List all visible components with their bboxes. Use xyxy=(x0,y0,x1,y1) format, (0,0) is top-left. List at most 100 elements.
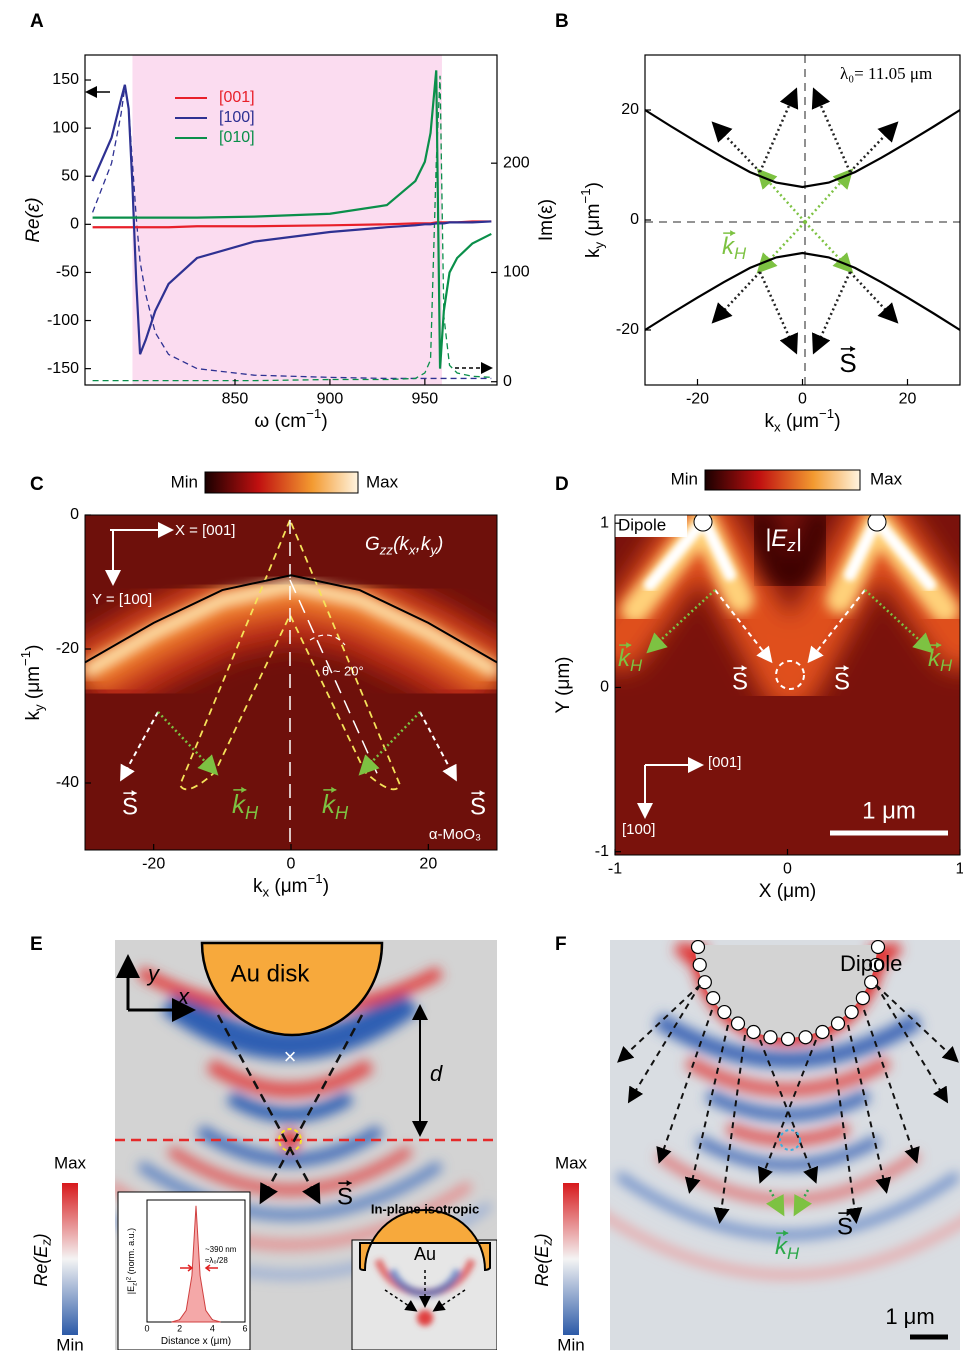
label-part: H xyxy=(787,1245,800,1264)
dipole xyxy=(746,1024,761,1040)
dipole-label: Dipole xyxy=(618,515,666,534)
dipole xyxy=(830,1016,846,1031)
label-part: |E xyxy=(765,525,788,552)
label-part: Re(ε) xyxy=(23,197,44,242)
colorbar-min: Min xyxy=(56,1335,83,1354)
y2-tick-label: 100 xyxy=(503,264,530,281)
label-part: H xyxy=(245,803,259,823)
curve xyxy=(85,574,497,664)
colorbar-min: Min xyxy=(557,1335,584,1354)
label-part: y xyxy=(591,242,606,249)
scale-label: 1 μm xyxy=(862,797,916,824)
field-band xyxy=(137,1161,443,1220)
label-part: x xyxy=(408,542,417,557)
label-part: H xyxy=(630,657,643,676)
vector-arrow xyxy=(131,790,137,797)
series-line xyxy=(645,251,960,331)
label-part: −1 xyxy=(306,406,321,421)
dipole xyxy=(717,1004,732,1020)
dipole xyxy=(815,1024,830,1040)
colorbar xyxy=(62,1183,78,1335)
vector-arrow xyxy=(843,665,849,672)
y-axis-label: |Ez|2 (norm. a.u.) xyxy=(125,1228,138,1294)
label-part: k xyxy=(23,711,44,721)
x-tick-label: 20 xyxy=(419,856,437,873)
vector-arrow xyxy=(626,642,632,649)
frame xyxy=(644,54,961,386)
vector-arrow xyxy=(783,1230,789,1237)
vector-arrow xyxy=(850,345,856,352)
panel-e-map: × Au disk y x d In-plane isotropic Au xyxy=(115,940,497,1350)
colorbar xyxy=(204,471,359,494)
x-tick-label: 2 xyxy=(177,1323,182,1333)
field-band xyxy=(206,1059,374,1097)
x-axis-label: kx (μm−1) xyxy=(764,406,840,434)
panel-b-guides xyxy=(645,55,960,385)
label-part: k xyxy=(583,248,604,258)
label-part: G xyxy=(365,534,380,555)
label-part: z xyxy=(541,1239,555,1247)
series-line xyxy=(91,84,492,355)
panel-letter: A xyxy=(30,11,44,32)
x-tick-label: 900 xyxy=(317,391,344,408)
s-label: S xyxy=(470,793,486,820)
label-part: (μm xyxy=(583,203,604,241)
panel-a-arrows xyxy=(85,86,493,374)
x-tick-label: 950 xyxy=(412,391,439,408)
colorbar-max: Max xyxy=(555,1153,588,1172)
label-part: (μm xyxy=(781,411,819,432)
ray xyxy=(757,1039,817,1184)
x-tick-label: 0 xyxy=(287,856,296,873)
y-axis-label: ky (μm−1) xyxy=(578,182,606,258)
legend-label: [100] xyxy=(219,109,255,126)
y-tick-label: 0 xyxy=(70,506,79,523)
plot-area xyxy=(91,55,492,385)
label-part: Re(E xyxy=(532,1245,552,1287)
s-label: S xyxy=(122,793,138,820)
label-part: ω (cm xyxy=(254,411,306,432)
label-part: Y (μm) xyxy=(553,656,574,713)
y-axis-label: Re(ε) xyxy=(23,197,44,242)
y-tick-label: -20 xyxy=(616,321,639,338)
scale-label: 1 μm xyxy=(885,1304,934,1329)
vector-arrow xyxy=(346,1180,352,1187)
y-tick-label: 20 xyxy=(621,101,639,118)
colorbar xyxy=(704,469,861,491)
k-label: kH xyxy=(722,233,747,263)
label-part: x xyxy=(262,884,269,899)
label-part: z xyxy=(131,1283,138,1286)
field-band xyxy=(610,1215,960,1279)
x-tick-label: 850 xyxy=(222,391,249,408)
label-part: ) xyxy=(323,876,329,897)
s-label: S xyxy=(337,1183,353,1210)
disk-label: Au disk xyxy=(231,960,311,987)
field-band xyxy=(167,1145,413,1195)
label-part: y xyxy=(429,542,438,557)
label-part: −1 xyxy=(18,651,33,666)
axis-label: y xyxy=(146,961,161,986)
label-part: k xyxy=(253,876,263,897)
y-axis-label: Y (μm) xyxy=(553,656,574,713)
angle-label: θ ~ 20° xyxy=(322,663,364,678)
colorbar-label: Re(Ez) xyxy=(31,1233,54,1286)
label-part: zz xyxy=(379,542,394,557)
dipole xyxy=(763,1030,778,1045)
ray xyxy=(617,984,701,1063)
field-band xyxy=(695,1135,881,1170)
dipole-label: Dipole xyxy=(840,951,902,976)
y-tick-label: 50 xyxy=(61,167,79,184)
x-tick-label: 0 xyxy=(798,391,807,408)
width-arrow xyxy=(180,1264,218,1272)
label-part: H xyxy=(335,803,349,823)
label-part: H xyxy=(940,657,953,676)
dipole xyxy=(780,1031,796,1047)
colorbar-min: Min xyxy=(171,472,198,491)
k-label: kH xyxy=(618,645,643,675)
label-part: x xyxy=(774,419,781,434)
dipole xyxy=(864,975,879,990)
y-tick-label: 1 xyxy=(600,514,609,531)
y-tick-label: -150 xyxy=(47,360,79,377)
label-part: Im(ε) xyxy=(536,199,557,241)
x-axis-label: kx (μm−1) xyxy=(253,871,329,899)
plot-area xyxy=(645,109,960,331)
